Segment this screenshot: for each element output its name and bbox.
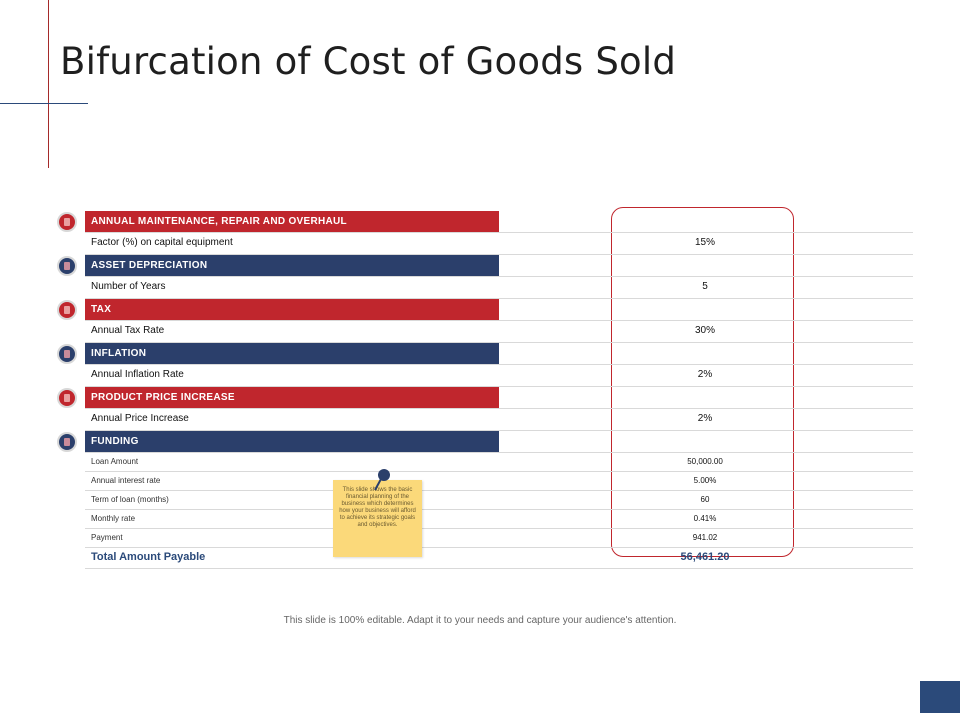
row-label: Annual Tax Rate	[91, 325, 165, 336]
corner-accent	[920, 681, 960, 713]
section-header-label: PRODUCT PRICE INCREASE	[85, 387, 499, 408]
row-label: Monthly rate	[91, 514, 136, 523]
table-row: Annual Inflation Rate 2%	[85, 365, 913, 387]
row-label: Annual Inflation Rate	[91, 369, 184, 380]
section-header-funding: FUNDING	[57, 431, 913, 453]
row-value: 2%	[697, 413, 713, 424]
wrench-icon	[57, 212, 77, 232]
section-header-depreciation: ASSET DEPRECIATION	[57, 255, 913, 277]
section-header-label: INFLATION	[85, 343, 499, 364]
section-header-maintenance: ANNUAL MAINTENANCE, REPAIR AND OVERHAUL	[57, 211, 913, 233]
search-dollar-icon	[57, 256, 77, 276]
total-row: Total Amount Payable 56,461.20	[85, 548, 913, 569]
row-value: 5.00%	[693, 476, 717, 485]
footer-caption: This slide is 100% editable. Adapt it to…	[283, 615, 677, 626]
decorative-horizontal-line	[0, 103, 88, 104]
row-label: Loan Amount	[91, 457, 139, 466]
table-row: Annual Tax Rate 30%	[85, 321, 913, 343]
pushpin-icon	[374, 469, 390, 491]
chart-up-icon	[57, 388, 77, 408]
decorative-vertical-line	[48, 0, 49, 168]
money-bag-icon	[57, 344, 77, 364]
table-row: Loan Amount 50,000.00	[85, 453, 913, 472]
table-row: Monthly rate 0.41%	[85, 510, 913, 529]
sticky-note: This slide shows the basic financial pla…	[333, 480, 422, 557]
document-icon	[57, 300, 77, 320]
section-header-label: FUNDING	[85, 431, 499, 452]
row-label: Annual interest rate	[91, 476, 161, 485]
table-row: Term of loan (months) 60	[85, 491, 913, 510]
section-header-label: ANNUAL MAINTENANCE, REPAIR AND OVERHAUL	[85, 211, 499, 232]
table-row: Factor (%) on capital equipment 15%	[85, 233, 913, 255]
values-highlight-frame	[611, 207, 794, 557]
row-label: Term of loan (months)	[91, 495, 169, 504]
total-value: 56,461.20	[680, 551, 730, 563]
row-label: Annual Price Increase	[91, 413, 189, 424]
row-value: 15%	[694, 237, 715, 248]
hand-coin-icon	[57, 432, 77, 452]
row-label: Number of Years	[91, 281, 166, 292]
row-value: 941.02	[692, 533, 718, 542]
section-header-tax: TAX	[57, 299, 913, 321]
row-label: Payment	[91, 533, 123, 542]
table-row: Annual Price Increase 2%	[85, 409, 913, 431]
table-row: Annual interest rate 5.00%	[85, 472, 913, 491]
section-header-inflation: INFLATION	[57, 343, 913, 365]
row-value: 30%	[694, 325, 715, 336]
cost-table: ANNUAL MAINTENANCE, REPAIR AND OVERHAUL …	[57, 211, 913, 569]
section-header-label: ASSET DEPRECIATION	[85, 255, 499, 276]
total-label: Total Amount Payable	[91, 551, 206, 563]
row-value: 60	[700, 495, 710, 504]
row-label: Factor (%) on capital equipment	[91, 237, 233, 248]
section-header-price-increase: PRODUCT PRICE INCREASE	[57, 387, 913, 409]
row-value: 5	[702, 281, 708, 292]
table-row: Payment 941.02	[85, 529, 913, 548]
page-title: Bifurcation of Cost of Goods Sold	[60, 40, 677, 83]
row-value: 50,000.00	[687, 457, 723, 466]
table-row: Number of Years 5	[85, 277, 913, 299]
row-value: 2%	[697, 369, 713, 380]
section-header-label: TAX	[85, 299, 499, 320]
row-value: 0.41%	[693, 514, 717, 523]
